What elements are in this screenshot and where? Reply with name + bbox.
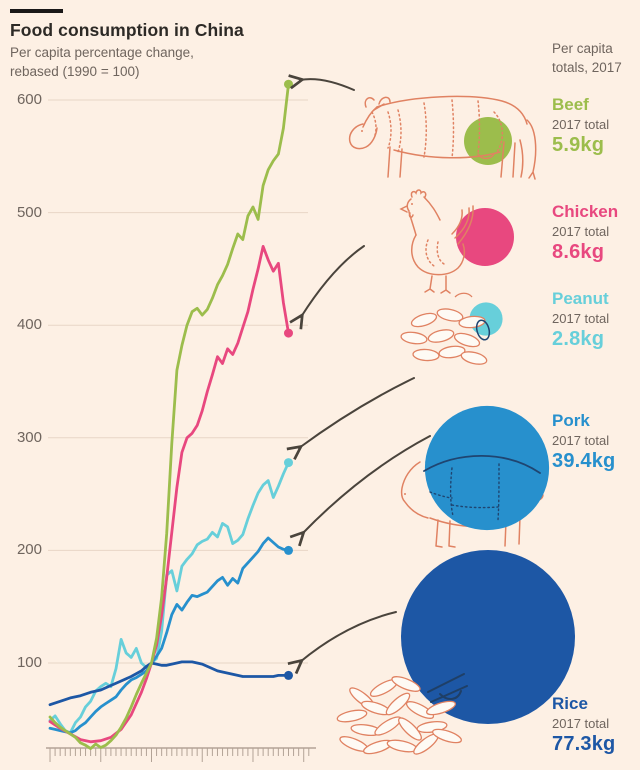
peanuts-icon	[400, 292, 491, 365]
peanut-line	[48, 461, 290, 735]
pork-total-circle	[424, 405, 550, 531]
rice-line	[48, 660, 290, 707]
x-axis	[46, 747, 316, 762]
chart-subtitle-line1: Per capita percentage change,	[10, 45, 194, 60]
pig-overlay-lines	[423, 454, 541, 521]
pork-line	[48, 536, 290, 735]
peanut-total-block: Peanut 2017 total 2.8kg	[552, 290, 638, 349]
chicken-arrow	[301, 245, 365, 317]
y-axis-label-100: 100	[16, 654, 42, 671]
chicken-end-dot	[283, 328, 293, 338]
annotation-arrows	[299, 79, 431, 662]
beef-label: Beef	[552, 95, 589, 114]
y-axis-label-200: 200	[16, 541, 42, 559]
chart-subtitle-line2: rebased (1990 = 100)	[10, 64, 140, 79]
rice-kg-circle	[401, 550, 575, 724]
beef-total-value: 5.9kg	[552, 134, 605, 156]
beef-total-sub: 2017 total	[552, 117, 610, 132]
rice-total-sub: 2017 total	[552, 716, 610, 731]
rice-arrow	[300, 611, 397, 662]
chicken-icon	[399, 189, 474, 294]
line-series	[48, 79, 293, 750]
beef-kg-circle	[464, 117, 512, 165]
rice-total-circle	[401, 550, 575, 724]
pork-total-value: 39.4kg	[552, 450, 616, 472]
ft-top-rule	[10, 9, 63, 13]
pork-kg-circle	[424, 405, 550, 531]
chicken-line	[48, 244, 290, 744]
y-axis-label-500: 500	[16, 203, 42, 221]
beef-line	[48, 82, 290, 750]
totals-heading-line2: totals, 2017	[552, 60, 622, 75]
pork-end-dot	[283, 545, 293, 555]
y-gridlines	[48, 99, 308, 664]
beef-arrow	[300, 79, 355, 91]
chicken-kg-circle	[456, 208, 514, 266]
peanut-label: Peanut	[552, 289, 609, 308]
chicken-total-value: 8.6kg	[552, 241, 605, 263]
peanut-total-circle	[469, 302, 503, 336]
pork-total-block: Pork 2017 total 39.4kg	[552, 412, 638, 471]
beef-end-dot	[283, 79, 293, 89]
cow-icon	[348, 95, 537, 180]
page-title: Food consumption in China	[10, 20, 244, 40]
beef-total-circle	[464, 117, 512, 165]
y-axis-label-300: 300	[16, 428, 42, 446]
peanut-total-value: 2.8kg	[552, 328, 605, 350]
rice-end-dot	[283, 670, 293, 680]
beef-total-block: Beef 2017 total 5.9kg	[552, 96, 638, 155]
y-axis-label-600: 600	[16, 91, 42, 108]
pork-total-sub: 2017 total	[552, 433, 610, 448]
chicken-total-sub: 2017 total	[552, 224, 610, 239]
pork-label: Pork	[552, 411, 590, 430]
peanut-kg-circle	[469, 302, 503, 336]
rice-total-value: 77.3kg	[552, 733, 616, 755]
y-axis-label-400: 400	[16, 316, 42, 334]
peanut-arrow	[299, 377, 415, 448]
peanut-total-sub: 2017 total	[552, 311, 610, 326]
rice-label: Rice	[552, 694, 588, 713]
rice-total-block: Rice 2017 total 77.3kg	[552, 695, 638, 754]
chicken-total-block: Chicken 2017 total 8.6kg	[552, 203, 638, 262]
peanut-end-dot	[283, 458, 293, 468]
chopsticks-icon	[427, 673, 468, 703]
chicken-total-circle	[456, 208, 514, 266]
pork-arrow	[302, 435, 431, 534]
rice-grains-icon	[336, 676, 462, 755]
totals-heading-line1: Per capita	[552, 41, 613, 56]
chicken-label: Chicken	[552, 202, 619, 221]
